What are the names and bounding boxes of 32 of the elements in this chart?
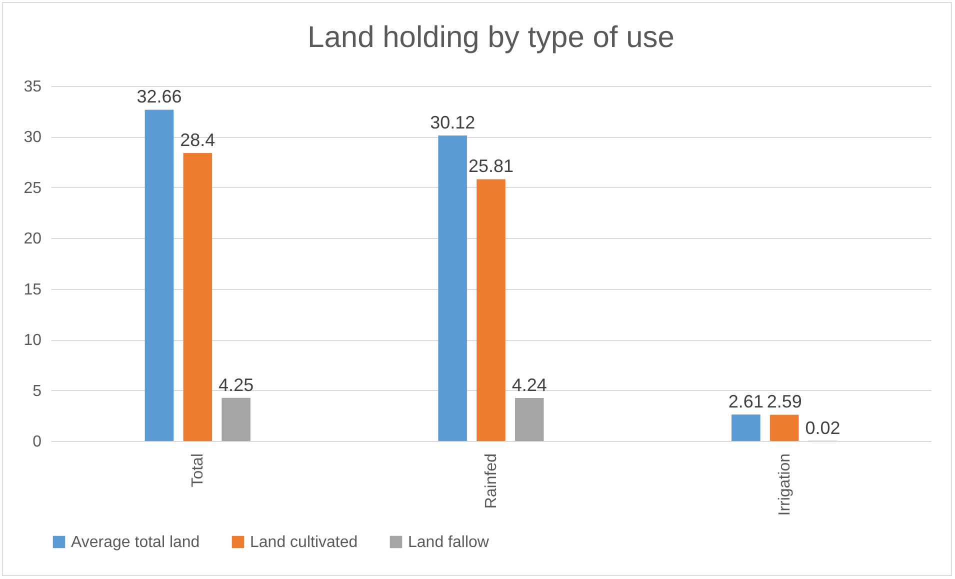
y-tick-label: 30 xyxy=(24,129,42,146)
legend-label: Land fallow xyxy=(408,534,490,551)
y-tick-label: 10 xyxy=(24,332,42,350)
x-tick-label: Total xyxy=(190,454,207,488)
data-label: 4.24 xyxy=(512,374,547,395)
bar xyxy=(732,414,760,441)
chart-title: Land holding by type of use xyxy=(308,21,674,54)
x-tick-label: Rainfed xyxy=(483,454,500,509)
y-tick-label: 5 xyxy=(32,382,42,400)
bar xyxy=(770,414,799,441)
y-tick-label: 25 xyxy=(24,180,42,197)
x-tick-label: Irrigation xyxy=(776,454,794,516)
legend-label: Land cultivated xyxy=(250,534,358,551)
data-label: 25.81 xyxy=(468,156,514,176)
bar xyxy=(183,152,212,441)
y-tick-label: 35 xyxy=(24,78,42,96)
bar xyxy=(222,398,250,441)
bar xyxy=(438,135,467,441)
data-label: 0.02 xyxy=(805,418,840,438)
data-label: 2.59 xyxy=(766,392,802,412)
bar xyxy=(144,110,174,441)
y-tick-label: 20 xyxy=(24,230,42,248)
data-label: 30.12 xyxy=(430,112,476,132)
data-label: 2.61 xyxy=(728,392,764,412)
y-tick-label: 15 xyxy=(24,281,42,298)
legend-label: Average total land xyxy=(71,534,200,551)
data-label: 32.66 xyxy=(136,86,182,107)
bar xyxy=(515,398,544,441)
y-tick-label: 0 xyxy=(32,434,42,450)
bar xyxy=(476,179,506,441)
data-label: 4.25 xyxy=(218,374,254,395)
data-label: 28.4 xyxy=(180,130,216,150)
